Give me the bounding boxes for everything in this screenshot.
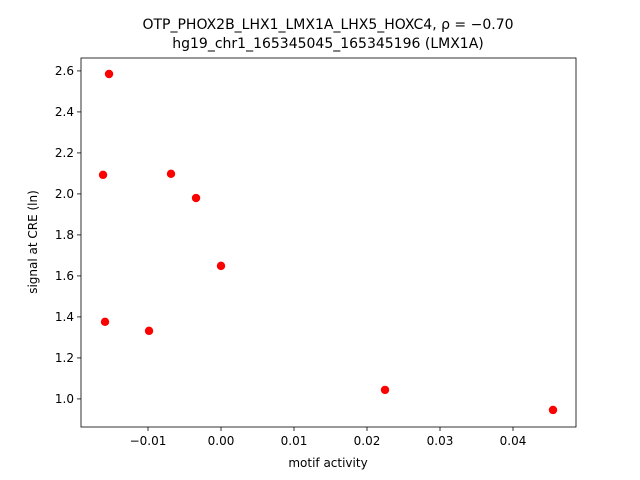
x-tick-label: 0.00 — [208, 434, 235, 448]
y-tick-label: 2.6 — [55, 64, 74, 78]
plot-frame — [80, 57, 577, 428]
x-tick-label: 0.01 — [281, 434, 308, 448]
point — [98, 170, 108, 180]
x-tick-label: −0.01 — [130, 434, 167, 448]
point — [104, 69, 114, 79]
x-tick-label: 0.02 — [354, 434, 381, 448]
y-tick-label: 1.6 — [55, 269, 74, 283]
x-axis-label: motif activity — [288, 456, 367, 470]
y-tick-label: 1.2 — [55, 351, 74, 365]
y-tick-label: 1.8 — [55, 228, 74, 242]
y-tick-label: 2.0 — [55, 187, 74, 201]
point — [216, 261, 226, 271]
y-axis-label: signal at CRE (ln) — [26, 190, 40, 294]
chart-subtitle: hg19_chr1_165345045_165345196 (LMX1A) — [172, 36, 483, 52]
chart-title: OTP_PHOX2B_LHX1_LMX1A_LHX5_HOXC4, ρ = −0… — [142, 17, 513, 33]
y-tick-label: 1.4 — [55, 310, 74, 324]
point — [100, 317, 110, 327]
point — [380, 385, 390, 395]
point — [144, 326, 154, 336]
y-tick-label: 2.2 — [55, 146, 74, 160]
point — [548, 405, 558, 415]
x-tick-label: 0.03 — [427, 434, 454, 448]
point — [191, 193, 201, 203]
x-tick-label: 0.04 — [500, 434, 527, 448]
point — [166, 169, 176, 179]
y-tick-label: 1.0 — [55, 392, 74, 406]
y-tick-label: 2.4 — [55, 105, 74, 119]
